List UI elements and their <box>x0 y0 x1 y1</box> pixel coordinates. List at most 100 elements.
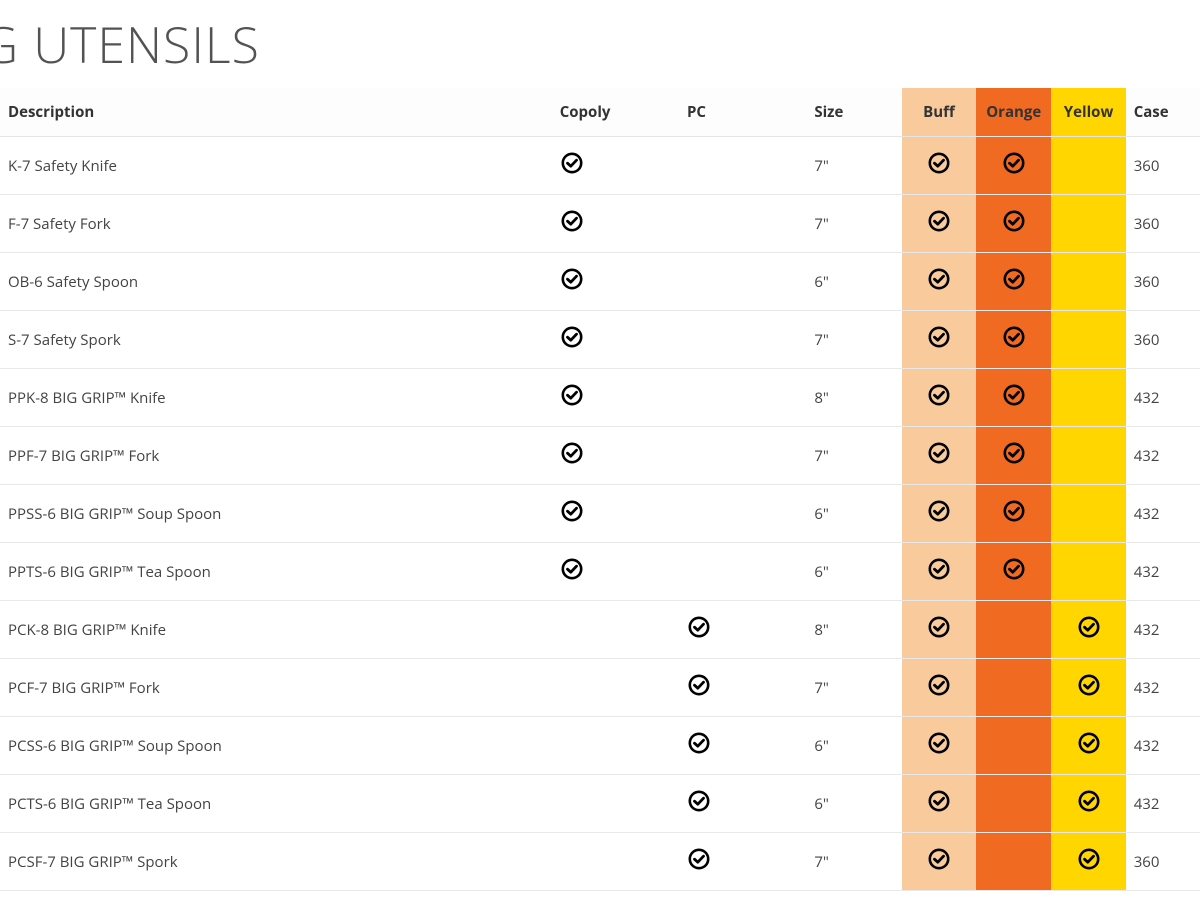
cell-pc <box>679 717 806 775</box>
cell-buff <box>902 253 976 311</box>
table-row: PCSS-6 BIG GRIP™ Soup Spoon 6" 432 <box>0 717 1200 775</box>
cell-yellow <box>1051 311 1125 369</box>
cell-case: 432 <box>1126 659 1200 717</box>
cell-pc <box>679 427 806 485</box>
cell-desc: PPK-8 BIG GRIP™ Knife <box>0 369 552 427</box>
cell-case: 360 <box>1126 253 1200 311</box>
cell-copoly <box>552 485 679 543</box>
cell-size: 7" <box>806 833 901 891</box>
cell-pc <box>679 369 806 427</box>
cell-desc: PPSS-6 BIG GRIP™ Soup Spoon <box>0 485 552 543</box>
cell-size: 8" <box>806 369 901 427</box>
cell-yellow <box>1051 369 1125 427</box>
cell-size: 7" <box>806 311 901 369</box>
table-head: DescriptionCopolyPCSizeBuffOrangeYellowC… <box>0 88 1200 137</box>
cell-copoly <box>552 775 679 833</box>
cell-case: 432 <box>1126 369 1200 427</box>
cell-orange <box>976 833 1051 891</box>
cell-buff <box>902 369 976 427</box>
check-circle-icon <box>560 557 584 581</box>
table-body: K-7 Safety Knife7"360F-7 Safety Fork7"36… <box>0 137 1200 891</box>
check-circle-icon <box>560 383 584 407</box>
cell-yellow <box>1051 659 1125 717</box>
cell-buff <box>902 717 976 775</box>
cell-pc <box>679 253 806 311</box>
check-circle-icon <box>560 441 584 465</box>
cell-case: 360 <box>1126 195 1200 253</box>
column-header-copoly: Copoly <box>552 88 679 137</box>
cell-desc: PPF-7 BIG GRIP™ Fork <box>0 427 552 485</box>
check-circle-icon <box>927 789 951 813</box>
table-row: PCSF-7 BIG GRIP™ Spork7"360 <box>0 833 1200 891</box>
column-header-size: Size <box>806 88 901 137</box>
cell-orange <box>976 427 1051 485</box>
cell-pc <box>679 775 806 833</box>
cell-pc <box>679 601 806 659</box>
table-row: PPSS-6 BIG GRIP™ Soup Spoon6"432 <box>0 485 1200 543</box>
table-row: OB-6 Safety Spoon6"360 <box>0 253 1200 311</box>
table-row: PPK-8 BIG GRIP™ Knife 8" 432 <box>0 369 1200 427</box>
check-circle-icon <box>1077 673 1101 697</box>
column-header-buff: Buff <box>902 88 976 137</box>
cell-size: 6" <box>806 717 901 775</box>
cell-pc <box>679 311 806 369</box>
check-circle-icon <box>927 731 951 755</box>
cell-size: 8" <box>806 601 901 659</box>
cell-orange <box>976 485 1051 543</box>
cell-size: 6" <box>806 253 901 311</box>
cell-case: 360 <box>1126 311 1200 369</box>
page-title: NG UTENSILS <box>0 10 1200 78</box>
cell-copoly <box>552 427 679 485</box>
check-circle-icon <box>927 151 951 175</box>
cell-buff <box>902 659 976 717</box>
cell-desc: PCTS-6 BIG GRIP™ Tea Spoon <box>0 775 552 833</box>
cell-copoly <box>552 717 679 775</box>
cell-size: 7" <box>806 659 901 717</box>
check-circle-icon <box>927 499 951 523</box>
cell-orange <box>976 137 1051 195</box>
check-circle-icon <box>687 731 711 755</box>
check-circle-icon <box>1002 209 1026 233</box>
cell-desc: PCSF-7 BIG GRIP™ Spork <box>0 833 552 891</box>
cell-case: 432 <box>1126 717 1200 775</box>
cell-copoly <box>552 137 679 195</box>
cell-copoly <box>552 659 679 717</box>
check-circle-icon <box>1002 325 1026 349</box>
utensils-table: DescriptionCopolyPCSizeBuffOrangeYellowC… <box>0 88 1200 891</box>
cell-yellow <box>1051 775 1125 833</box>
cell-desc: PCSS-6 BIG GRIP™ Soup Spoon <box>0 717 552 775</box>
table-row: PPTS-6 BIG GRIP™ Tea Spoon6"432 <box>0 543 1200 601</box>
cell-case: 432 <box>1126 601 1200 659</box>
check-circle-icon <box>927 441 951 465</box>
cell-desc: S-7 Safety Spork <box>0 311 552 369</box>
cell-copoly <box>552 253 679 311</box>
check-circle-icon <box>927 847 951 871</box>
cell-copoly <box>552 195 679 253</box>
cell-yellow <box>1051 427 1125 485</box>
check-circle-icon <box>560 209 584 233</box>
cell-copoly <box>552 311 679 369</box>
cell-yellow <box>1051 543 1125 601</box>
column-header-yellow: Yellow <box>1051 88 1125 137</box>
cell-orange <box>976 369 1051 427</box>
cell-buff <box>902 311 976 369</box>
check-circle-icon <box>560 499 584 523</box>
cell-yellow <box>1051 137 1125 195</box>
column-header-orange: Orange <box>976 88 1051 137</box>
check-circle-icon <box>1077 789 1101 813</box>
header-row: DescriptionCopolyPCSizeBuffOrangeYellowC… <box>0 88 1200 137</box>
cell-buff <box>902 485 976 543</box>
cell-orange <box>976 775 1051 833</box>
check-circle-icon <box>687 673 711 697</box>
cell-desc: PPTS-6 BIG GRIP™ Tea Spoon <box>0 543 552 601</box>
table-row: PCK-8 BIG GRIP™ Knife8"432 <box>0 601 1200 659</box>
check-circle-icon <box>560 151 584 175</box>
table-row: F-7 Safety Fork7"360 <box>0 195 1200 253</box>
cell-yellow <box>1051 601 1125 659</box>
cell-orange <box>976 311 1051 369</box>
cell-buff <box>902 833 976 891</box>
check-circle-icon <box>1002 441 1026 465</box>
cell-desc: K-7 Safety Knife <box>0 137 552 195</box>
cell-pc <box>679 659 806 717</box>
check-circle-icon <box>927 673 951 697</box>
